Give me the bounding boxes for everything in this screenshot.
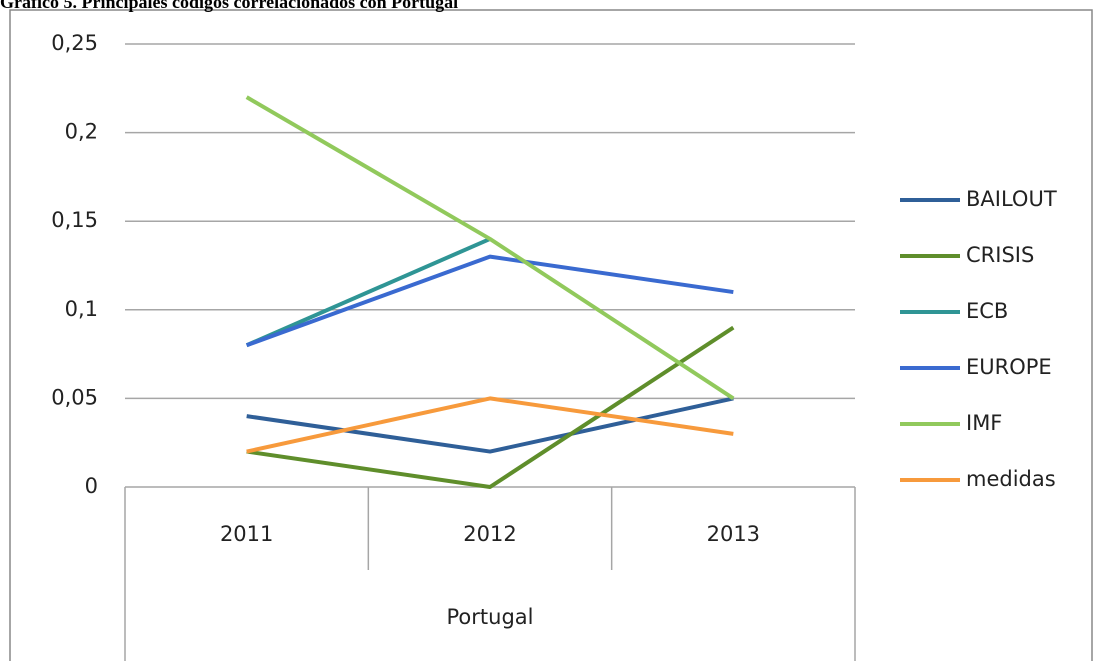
y-tick-label: 0: [85, 474, 98, 498]
series-line: [245, 254, 734, 348]
y-tick-label: 0,2: [65, 120, 98, 144]
series-line: [246, 396, 734, 454]
legend-label: ECB: [966, 299, 1008, 323]
legend-label: IMF: [966, 411, 1002, 435]
legend-label: medidas: [966, 467, 1056, 491]
x-tick-label: 2011: [220, 522, 273, 546]
legend-label: CRISIS: [966, 243, 1034, 267]
chart-frame: [9, 9, 1093, 661]
x-tick-label: 2013: [707, 522, 760, 546]
y-tick-label: 0,05: [51, 385, 98, 409]
y-tick-label: 0,15: [51, 208, 98, 232]
series-line: [246, 325, 735, 489]
y-tick-label: 0,25: [51, 31, 98, 55]
series-line: [245, 95, 735, 401]
series-line: [245, 237, 491, 348]
series-line: [246, 396, 734, 454]
x-tick-label: 2012: [463, 522, 516, 546]
category-group-label: Portugal: [447, 605, 534, 629]
chart-title: Gráfico 5. Principales códigos correlaci…: [0, 0, 458, 12]
y-tick-label: 0,1: [65, 297, 98, 321]
legend-label: EUROPE: [966, 355, 1052, 379]
legend-label: BAILOUT: [966, 187, 1057, 211]
